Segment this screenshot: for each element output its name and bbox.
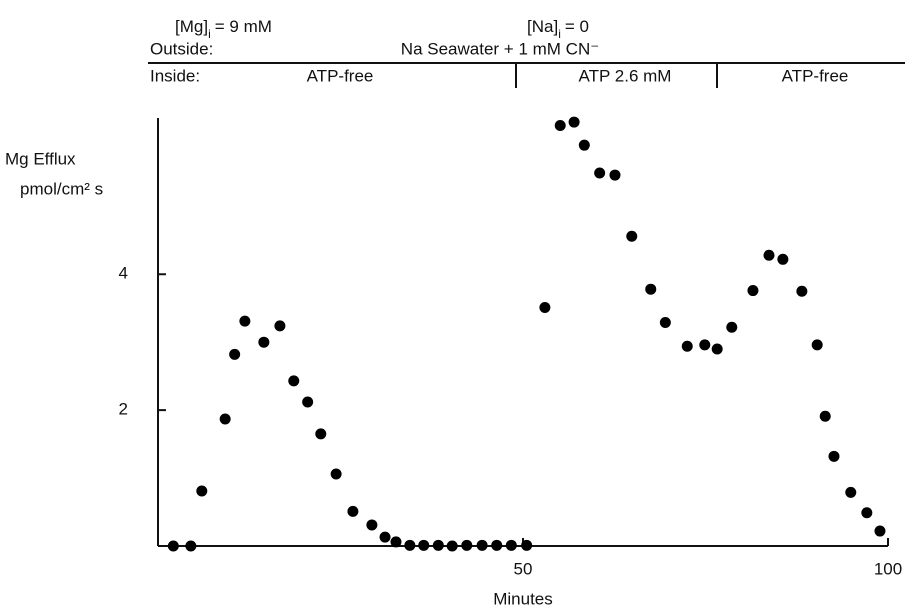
point: [861, 507, 873, 519]
point: [167, 540, 179, 552]
point: [315, 428, 327, 440]
point: [258, 336, 270, 348]
y-axis-label: pmol/cm² s: [20, 179, 103, 198]
inside-condition: ATP-free: [782, 66, 849, 85]
point: [699, 339, 711, 351]
point: [711, 343, 723, 355]
point: [418, 539, 430, 551]
point: [659, 316, 671, 328]
point: [763, 249, 775, 261]
point: [726, 321, 738, 333]
point: [828, 450, 840, 462]
point: [626, 230, 638, 242]
outside-label: Outside:: [150, 39, 213, 58]
point: [476, 539, 488, 551]
x-axis-label: Minutes: [493, 589, 553, 608]
y-tick-label: 2: [119, 400, 128, 419]
point: [239, 315, 251, 327]
point: [229, 348, 241, 360]
na-concentration: [Na]i = 0: [527, 17, 589, 41]
mg-concentration: [Mg]i = 9 mM: [175, 17, 272, 41]
point: [461, 539, 473, 551]
point: [609, 169, 621, 181]
point: [811, 339, 823, 351]
species: [Na]: [527, 17, 558, 36]
point: [568, 116, 580, 128]
point: [594, 167, 606, 179]
point: [274, 320, 286, 332]
point: [505, 539, 517, 551]
point: [554, 119, 566, 131]
point: [347, 505, 359, 517]
point: [432, 539, 444, 551]
point: [288, 375, 300, 387]
point: [446, 540, 458, 552]
x-tick-label: 100: [874, 559, 902, 578]
subscript: i: [558, 27, 561, 41]
point: [330, 468, 342, 480]
point: [196, 485, 208, 497]
value: = 9 mM: [215, 17, 272, 36]
species: [Mg]: [175, 17, 208, 36]
point: [681, 340, 693, 352]
outside-condition: Na Seawater + 1 mM CN⁻: [401, 39, 599, 58]
point: [645, 283, 657, 295]
inside-condition: ATP-free: [307, 66, 374, 85]
point: [819, 410, 831, 422]
subscript: i: [208, 27, 211, 41]
point: [185, 540, 197, 552]
point: [578, 139, 590, 151]
point: [874, 525, 886, 537]
point: [491, 539, 503, 551]
y-axis-label: Mg Efflux: [5, 149, 76, 168]
point: [747, 285, 759, 297]
point: [845, 486, 857, 498]
inside-condition: ATP 2.6 mM: [579, 66, 672, 85]
value: = 0: [565, 17, 589, 36]
point: [366, 519, 378, 531]
point: [539, 302, 551, 314]
point: [404, 539, 416, 551]
point: [521, 539, 533, 551]
point: [796, 285, 808, 297]
point: [777, 253, 789, 265]
inside-label: Inside:: [150, 66, 200, 85]
y-tick-label: 4: [119, 264, 128, 283]
point: [302, 396, 314, 408]
point: [219, 413, 231, 425]
x-tick-label: 50: [514, 559, 533, 578]
point: [390, 536, 402, 548]
point: [379, 531, 391, 543]
